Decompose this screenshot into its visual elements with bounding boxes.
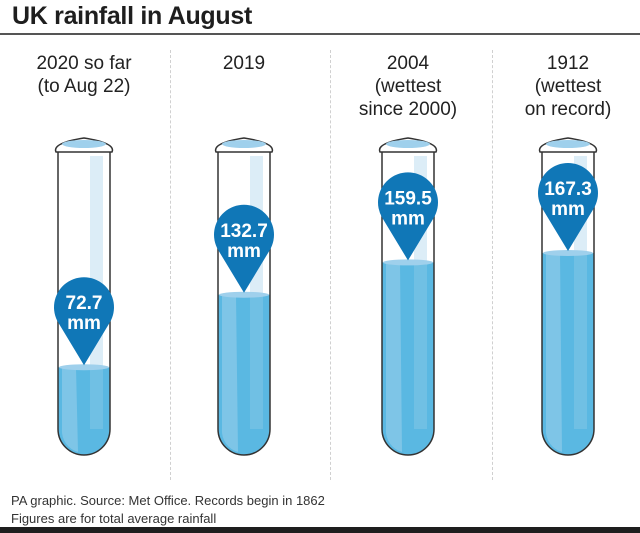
source-note: PA graphic. Source: Met Office. Records … — [11, 493, 325, 508]
tube-outline — [381, 152, 435, 456]
category-label: 2020 so far (to Aug 22) — [9, 52, 159, 98]
value-pin — [54, 277, 114, 366]
value-label: 167.3 — [544, 179, 592, 200]
column-divider — [330, 50, 331, 480]
category-label-line: 2004 — [386, 53, 430, 74]
category-label-line: 2020 so far — [36, 53, 132, 74]
rim-water — [386, 140, 430, 148]
category-label: 2019 — [169, 52, 319, 75]
category-label-line: on record) — [524, 99, 612, 120]
value-unit-label: mm — [227, 241, 261, 262]
tube-outline — [541, 152, 595, 456]
footer: PA graphic. Source: Met Office. Records … — [11, 492, 325, 528]
chart-title: UK rainfall in August — [12, 2, 253, 30]
category-label-line: (wettest — [374, 76, 442, 97]
column-divider — [170, 50, 171, 480]
liquid-surface — [383, 259, 433, 266]
value-pin — [378, 172, 438, 261]
liquid-shine — [61, 367, 78, 452]
rim-water — [222, 140, 266, 148]
column-divider — [492, 50, 493, 480]
tube-outline — [217, 152, 271, 456]
rim-water — [546, 140, 590, 148]
liquid-surface — [543, 250, 593, 256]
tube-outline — [57, 152, 111, 456]
rim-water — [62, 140, 106, 148]
liquid-highlight — [414, 262, 427, 429]
value-pin — [213, 204, 274, 293]
category-label: 1912 (wettest on record) — [493, 52, 640, 121]
value-label: 159.5 — [384, 188, 432, 209]
value-unit-label: mm — [67, 313, 101, 334]
liquid-highlight — [574, 253, 587, 429]
title-rule — [0, 33, 640, 35]
liquid-surface — [219, 291, 269, 298]
liquid-shine — [545, 253, 562, 452]
liquid-shine — [221, 294, 238, 452]
bottom-bar — [0, 527, 640, 533]
footnote: Figures are for total average rainfall — [11, 511, 217, 526]
category-label-line: 2019 — [222, 53, 266, 74]
value-unit-label: mm — [551, 199, 585, 220]
category-label-line: (wettest — [534, 76, 602, 97]
category-label-line: (to Aug 22) — [37, 76, 131, 97]
value-label: 132.7 — [220, 221, 268, 242]
liquid-shine — [385, 262, 402, 452]
liquid-surface — [59, 364, 109, 371]
category-label: 2004 (wettest since 2000) — [333, 52, 483, 121]
value-unit-label: mm — [391, 208, 425, 229]
value-label: 72.7 — [66, 293, 103, 314]
liquid-highlight — [90, 367, 103, 429]
category-label-line: 1912 — [546, 53, 590, 74]
liquid-highlight — [250, 294, 263, 429]
category-label-line: since 2000) — [358, 99, 458, 120]
value-pin — [538, 163, 598, 251]
